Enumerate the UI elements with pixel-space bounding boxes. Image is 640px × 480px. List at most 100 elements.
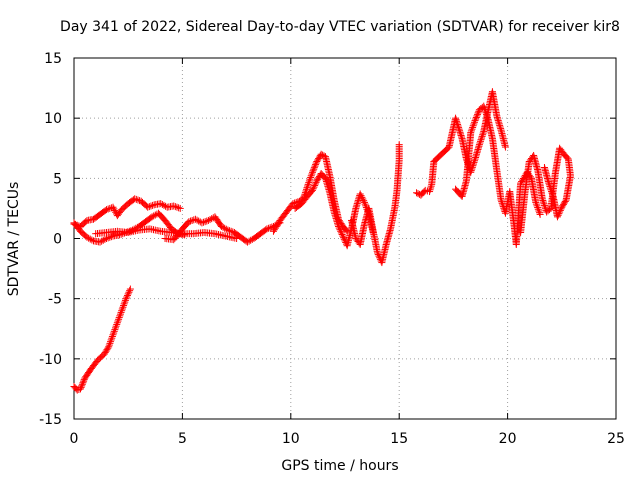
data-point-trace-a-low-start [101, 349, 109, 357]
data-point-trace-i-late-afternoon [453, 117, 461, 125]
data-point-trace-f-morning-rise [310, 165, 318, 173]
data-point-trace-a-low-start [110, 327, 118, 335]
data-point-trace-i-late-afternoon [471, 157, 479, 165]
data-point-trace-g-noon-cluster [311, 180, 319, 188]
y-axis-label: SDTVAR / TECUs [6, 182, 22, 297]
data-point-trace-f-morning-rise [311, 162, 319, 170]
data-point-trace-c-lower-early [85, 234, 93, 242]
data-point-trace-k-night [560, 200, 568, 208]
data-point-trace-b-upper-early [132, 195, 140, 203]
data-point-trace-i-late-afternoon [469, 162, 477, 170]
data-point-trace-k-night [546, 206, 554, 214]
data-point-trace-k-night [548, 187, 556, 195]
data-point-trace-j-evening [473, 112, 481, 120]
data-point-trace-i-late-afternoon [456, 128, 464, 136]
data-point-trace-a-low-start [80, 376, 88, 384]
data-point-trace-e-mid-day [222, 225, 230, 233]
data-point-trace-i-late-afternoon [426, 186, 434, 194]
data-point-trace-a-low-start [116, 312, 124, 320]
data-point-trace-i-late-afternoon [426, 188, 434, 196]
data-point-trace-a-low-start [107, 338, 115, 346]
data-point-trace-b-upper-early [101, 207, 109, 215]
data-point-trace-f-morning-rise [302, 187, 310, 195]
data-point-trace-b-upper-early [147, 202, 155, 210]
data-point-trace-i-late-afternoon [452, 114, 460, 122]
data-point-trace-g-noon-cluster [335, 224, 343, 232]
data-point-trace-a-low-start [126, 287, 134, 295]
data-point-trace-k-night [548, 189, 556, 197]
data-point-trace-e-mid-day [243, 238, 251, 246]
data-point-trace-b-upper-early [134, 196, 142, 204]
data-point-trace-f-morning-rise [291, 199, 299, 207]
data-point-trace-i-late-afternoon [475, 141, 483, 149]
data-point-trace-f-morning-rise [307, 173, 315, 181]
data-point-trace-e-mid-day [245, 237, 253, 245]
x-tick-label: 15 [390, 431, 408, 447]
data-point-trace-i-late-afternoon [470, 158, 478, 166]
data-point-trace-e-mid-day [191, 215, 199, 223]
data-point-trace-j-evening [467, 129, 475, 137]
data-point-trace-c-lower-early [148, 213, 156, 221]
x-tick-label: 10 [282, 431, 300, 447]
data-point-trace-e-mid-day [247, 236, 255, 244]
data-point-trace-a-low-start [73, 386, 81, 394]
data-point-trace-a-low-start [112, 324, 120, 332]
data-point-trace-f-morning-rise [313, 157, 321, 165]
data-point-trace-k-night [547, 186, 555, 194]
data-point-trace-c-lower-early [96, 238, 104, 246]
data-point-trace-i-late-afternoon [453, 119, 461, 127]
data-point-trace-h-afternoon-scatter [374, 249, 382, 257]
data-point-trace-j-evening [536, 210, 544, 218]
data-point-trace-f-morning-rise [304, 182, 312, 190]
data-point-trace-f-morning-rise [303, 184, 311, 192]
data-point-trace-g-noon-cluster [314, 175, 322, 183]
data-point-trace-i-late-afternoon [457, 130, 465, 138]
data-point-trace-b-upper-early [158, 201, 166, 209]
data-point-trace-a-low-start [123, 291, 131, 299]
data-point-trace-i-late-afternoon [479, 129, 487, 137]
y-tick-label: 15 [44, 51, 62, 67]
data-point-trace-k-night [545, 181, 553, 189]
data-point-trace-g-noon-cluster [357, 192, 365, 200]
data-point-trace-g-noon-cluster [337, 227, 345, 235]
data-point-trace-g-noon-cluster [313, 177, 321, 185]
grid-lines [74, 58, 616, 419]
data-point-trace-j-evening [482, 109, 490, 117]
data-point-trace-b-upper-early [111, 207, 119, 215]
data-point-trace-j-evening [483, 112, 491, 120]
data-point-trace-a-low-start [112, 322, 120, 330]
data-point-trace-g-noon-cluster [356, 190, 364, 198]
x-tick-label: 20 [499, 431, 517, 447]
data-point-trace-a-low-start [109, 331, 117, 339]
data-point-trace-a-low-start [124, 290, 132, 298]
data-point-trace-a-low-start [111, 326, 119, 334]
data-point-trace-f-morning-rise [314, 156, 322, 164]
data-point-trace-k-night [540, 201, 548, 209]
data-point-trace-b-upper-early [110, 205, 118, 213]
data-point-trace-f-morning-rise [305, 177, 313, 185]
data-point-trace-b-upper-early [149, 201, 157, 209]
data-point-trace-f-morning-rise [317, 150, 325, 158]
data-point-trace-c-lower-early [151, 211, 159, 219]
data-point-trace-a-low-start [103, 346, 111, 354]
data-point-trace-k-night [540, 164, 548, 172]
data-point-trace-c-lower-early [98, 237, 106, 245]
data-point-trace-h-afternoon-scatter [395, 141, 403, 149]
data-point-trace-e-mid-day [262, 226, 270, 234]
data-point-trace-j-evening [470, 118, 478, 126]
data-point-trace-a-low-start [77, 385, 85, 393]
data-point-trace-k-night [539, 198, 547, 206]
data-point-trace-k-night [563, 154, 571, 162]
data-point-trace-j-evening [471, 117, 479, 125]
chart-title: Day 341 of 2022, Sidereal Day-to-day VTE… [60, 19, 620, 35]
data-point-trace-i-late-afternoon [477, 136, 485, 144]
data-point-trace-c-lower-early [107, 233, 115, 241]
y-tick-label: 5 [53, 171, 62, 187]
data-point-trace-e-mid-day [195, 217, 203, 225]
y-tick-label: -10 [39, 352, 62, 368]
data-point-trace-c-lower-early [99, 236, 107, 244]
data-point-trace-e-mid-day [226, 227, 234, 235]
data-point-trace-f-morning-rise [315, 155, 323, 163]
data-point-trace-c-lower-early [88, 236, 96, 244]
